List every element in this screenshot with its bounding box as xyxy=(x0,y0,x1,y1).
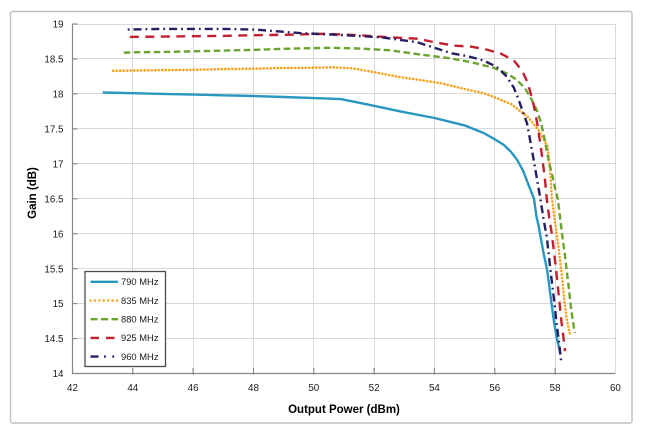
svg-text:16: 16 xyxy=(53,229,64,240)
svg-text:48: 48 xyxy=(248,383,259,394)
svg-text:58: 58 xyxy=(550,383,561,394)
svg-text:18: 18 xyxy=(53,90,64,101)
svg-text:17.5: 17.5 xyxy=(44,125,64,136)
svg-text:14: 14 xyxy=(53,369,64,380)
svg-text:925 MHz: 925 MHz xyxy=(121,332,159,343)
svg-text:44: 44 xyxy=(127,383,138,394)
svg-text:46: 46 xyxy=(188,383,199,394)
svg-text:19: 19 xyxy=(53,20,64,31)
svg-text:60: 60 xyxy=(610,383,621,394)
svg-text:835 MHz: 835 MHz xyxy=(121,295,159,306)
svg-text:17: 17 xyxy=(53,159,64,170)
svg-text:54: 54 xyxy=(429,383,440,394)
svg-text:790 MHz: 790 MHz xyxy=(121,276,159,287)
svg-text:14.5: 14.5 xyxy=(44,334,64,345)
svg-text:Output Power (dBm): Output Power (dBm) xyxy=(288,404,400,416)
svg-text:Gain (dB): Gain (dB) xyxy=(27,167,39,219)
svg-text:15: 15 xyxy=(53,299,64,310)
svg-text:42: 42 xyxy=(67,383,78,394)
svg-text:960 MHz: 960 MHz xyxy=(121,351,159,362)
svg-text:16.5: 16.5 xyxy=(44,194,64,205)
svg-text:56: 56 xyxy=(489,383,500,394)
svg-text:50: 50 xyxy=(308,383,319,394)
svg-text:15.5: 15.5 xyxy=(44,264,64,275)
svg-text:18.5: 18.5 xyxy=(44,55,64,66)
svg-text:52: 52 xyxy=(369,383,380,394)
svg-text:880 MHz: 880 MHz xyxy=(121,314,159,325)
